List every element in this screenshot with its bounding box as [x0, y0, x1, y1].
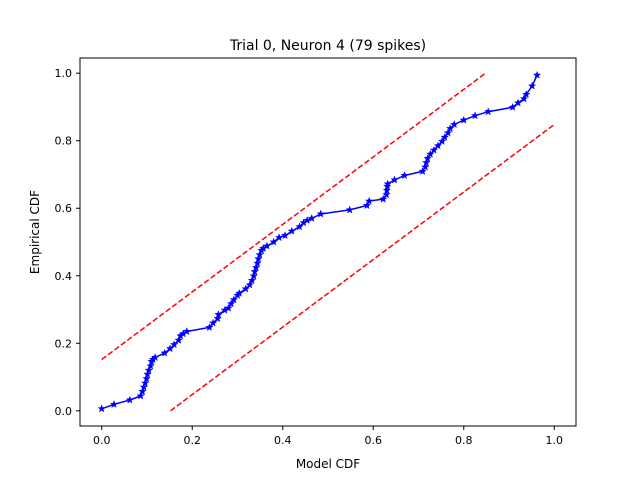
y-tick-label: 0.4 [55, 270, 73, 283]
data-point-marker [362, 201, 372, 210]
data-point-marker [429, 145, 439, 154]
data-point-marker [519, 94, 529, 103]
x-axis-label: Model CDF [296, 457, 360, 471]
data-point-marker [379, 194, 388, 203]
data-point-marker [255, 250, 264, 259]
data-point-marker [249, 271, 258, 280]
data-point-marker [160, 348, 169, 357]
data-point-marker [125, 395, 134, 404]
data-point-marker [247, 276, 257, 285]
data-point-marker [345, 205, 354, 214]
data-point-marker [459, 115, 468, 124]
data-point-marker [141, 378, 150, 387]
data-point-marker [146, 361, 155, 370]
data-point-marker [423, 154, 432, 163]
data-point-marker [437, 137, 447, 145]
data-point-marker [508, 102, 517, 111]
data-point-marker [307, 214, 316, 222]
data-point-marker [142, 374, 151, 383]
data-point-marker [97, 404, 106, 413]
data-point-marker [440, 132, 449, 141]
data-point-marker [287, 226, 296, 235]
data-point-marker [169, 340, 179, 349]
data-point-marker [150, 353, 160, 362]
data-point-marker [484, 107, 493, 116]
x-tick-label: 1.0 [546, 434, 564, 447]
data-point-marker [229, 295, 239, 304]
data-point-marker [165, 344, 175, 353]
data-point-marker [109, 400, 119, 408]
chart-title: Trial 0, Neuron 4 (79 spikes) [229, 38, 426, 54]
data-point-marker [139, 382, 148, 391]
data-point-marker [241, 284, 250, 293]
x-tick-label: 0.8 [455, 434, 473, 447]
data-point-marker [205, 323, 214, 331]
data-point-marker [422, 158, 431, 167]
x-tick-label: 0.4 [274, 434, 292, 447]
data-point-marker [254, 254, 263, 263]
data-point-marker [250, 267, 259, 276]
data-point-marker [144, 365, 153, 374]
axes-frame [79, 57, 577, 427]
plot-area [97, 70, 555, 413]
data-point-marker [446, 124, 455, 133]
data-point-marker [269, 237, 278, 246]
data-point-marker [470, 111, 480, 120]
data-point-marker [245, 280, 254, 289]
x-tick-label: 0.6 [365, 434, 383, 447]
x-tick-label: 0.0 [93, 434, 111, 447]
data-point-marker [390, 175, 399, 184]
data-point-marker [214, 310, 223, 319]
y-tick-label: 0.6 [55, 202, 73, 215]
data-point-marker [208, 318, 218, 327]
data-point-marker [522, 90, 531, 99]
data-point-marker [527, 81, 537, 90]
data-point-marker [365, 196, 374, 205]
data-point-marker [426, 149, 435, 158]
data-point-marker [421, 162, 430, 171]
data-point-marker [443, 128, 453, 137]
data-point-marker [262, 241, 272, 250]
data-point-marker [182, 327, 191, 335]
data-point-marker [433, 141, 443, 150]
data-point-marker [274, 233, 284, 242]
data-point-marker [174, 335, 183, 344]
y-tick-label: 0.2 [55, 337, 73, 350]
y-tick-label: 0.8 [55, 135, 73, 148]
data-point-marker [513, 98, 523, 107]
data-point-marker [226, 299, 236, 308]
data-point-marker [224, 303, 233, 312]
data-point-marker [316, 209, 325, 218]
x-tick-label: 0.2 [183, 434, 201, 447]
y-axis-label: Empirical CDF [28, 190, 42, 274]
data-point-marker [383, 179, 392, 188]
data-point-marker [136, 391, 145, 400]
axis-ticks: 0.0 0.2 0.4 0.6 0.8 1.0 0.0 0.2 0.4 0.6 0.8 1.0 [55, 67, 564, 447]
data-point-marker [295, 222, 304, 231]
data-point-marker [235, 288, 244, 297]
y-tick-label: 1.0 [55, 67, 73, 80]
data-point-marker [280, 231, 290, 240]
data-point-marker [400, 171, 409, 180]
data-point-marker [253, 258, 262, 267]
data-point-marker [532, 70, 542, 79]
data-point-marker [251, 263, 261, 272]
y-tick-label: 0.0 [55, 405, 73, 418]
data-point-marker [418, 167, 427, 175]
data-point-marker [138, 387, 147, 396]
data-point-marker [450, 120, 459, 129]
data-point-marker [143, 369, 152, 378]
